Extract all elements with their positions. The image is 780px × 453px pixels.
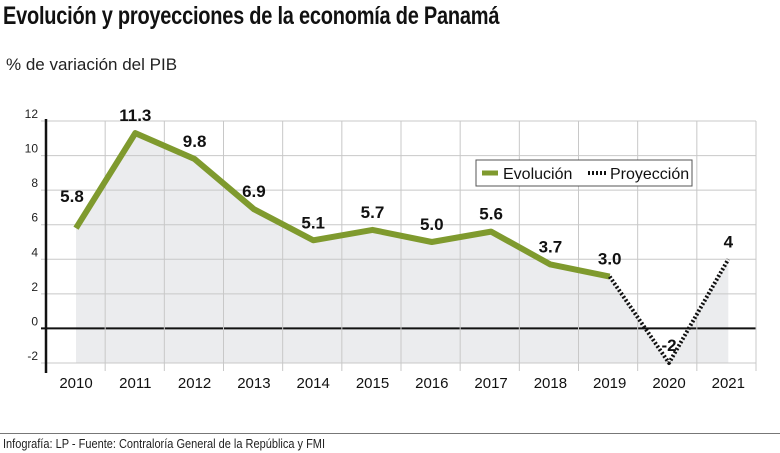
legend-label: Proyección xyxy=(610,166,689,183)
y-tick-label: 10 xyxy=(25,142,39,156)
y-tick-label: -2 xyxy=(27,349,38,363)
legend-box xyxy=(475,159,693,187)
y-tick-label: 2 xyxy=(31,280,38,294)
x-tick-label: 2021 xyxy=(712,375,745,392)
x-tick-label: 2010 xyxy=(59,375,92,392)
x-tick-label: 2016 xyxy=(415,375,448,392)
data-label: 6.9 xyxy=(242,182,266,201)
data-label: 5.7 xyxy=(361,203,385,222)
data-label: 3.7 xyxy=(539,237,563,256)
x-tick-label: 2019 xyxy=(593,375,626,392)
x-tick-label: 2011 xyxy=(119,375,151,392)
data-label: 5.8 xyxy=(60,187,84,206)
footer-divider xyxy=(0,433,780,434)
y-tick-label: 6 xyxy=(31,211,38,225)
data-label: 11.3 xyxy=(119,106,151,125)
data-label: 5.0 xyxy=(420,215,444,234)
y-tick-label: 8 xyxy=(31,176,38,190)
data-label: 5.1 xyxy=(301,213,325,232)
x-tick-label: 2013 xyxy=(237,375,270,392)
series-line-evolución xyxy=(73,130,611,280)
legend: Evolución Proyección xyxy=(475,159,693,187)
area-fill xyxy=(76,133,729,363)
chart-title: Evolución y proyecciones de la economía … xyxy=(3,2,500,30)
source-credit: Infografía: LP - Fuente: Contraloría Gen… xyxy=(3,437,326,451)
y-tick-label: 4 xyxy=(31,245,38,259)
x-tick-label: 2014 xyxy=(297,375,330,392)
x-tick-label: 2015 xyxy=(356,375,389,392)
x-tick-label: 2020 xyxy=(652,375,685,392)
data-label: 5.6 xyxy=(479,205,503,224)
line-chart: -2 0 2 4 6 8 10 12 2010 2011 2012 2013 2014 2015 2016 2… xyxy=(25,106,757,392)
data-label: 3.0 xyxy=(598,250,622,269)
x-tick-label: 2018 xyxy=(534,375,567,392)
data-label: 4 xyxy=(724,232,734,251)
y-tick-label: 12 xyxy=(25,107,39,121)
legend-label: Evolución xyxy=(503,166,572,183)
x-tick-label: 2012 xyxy=(178,375,211,392)
y-tick-label: 0 xyxy=(31,314,38,328)
x-tick-label: 2017 xyxy=(474,375,507,392)
data-label: -2 xyxy=(661,336,676,355)
chart-subtitle: % de variación del PIB xyxy=(6,55,178,74)
data-label: 9.8 xyxy=(183,132,207,151)
